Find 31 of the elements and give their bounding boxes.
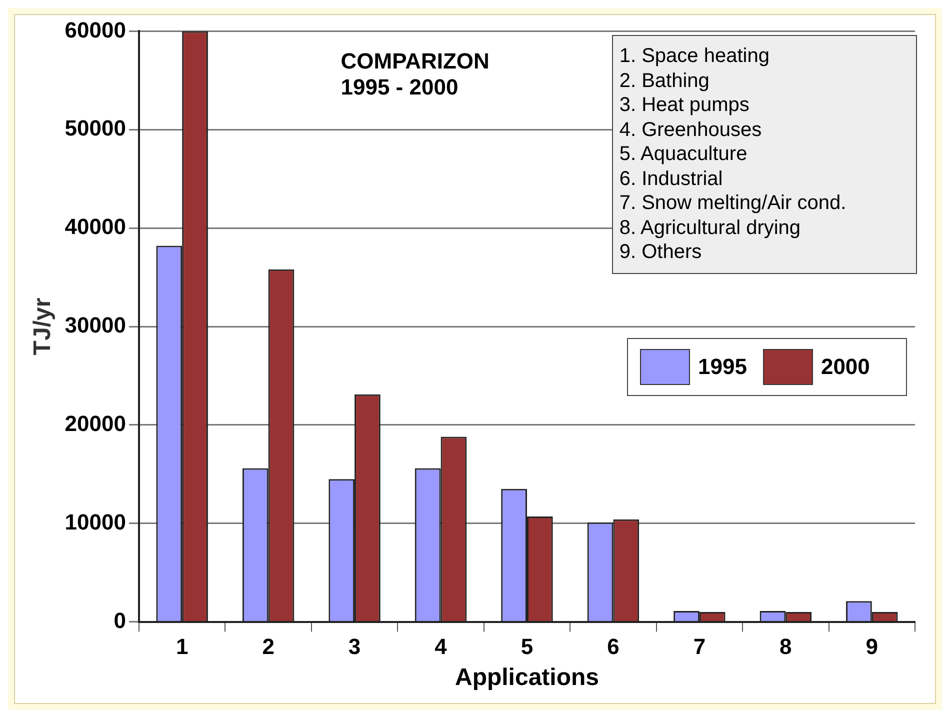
y-tick-label: 20000 [64, 410, 126, 436]
y-tick-label: 50000 [64, 116, 126, 141]
x-axis-title: Applications [454, 664, 599, 692]
x-tick-label: 4 [434, 634, 448, 660]
y-tick-label: 60000 [64, 17, 126, 42]
annotation: 8. Agricultural drying [619, 216, 802, 240]
y-tick-label: 40000 [64, 214, 126, 240]
annotation: 2. Bathing [619, 68, 710, 94]
x-tick-label: 1 [176, 634, 188, 660]
legend-label: 1995 [698, 354, 747, 380]
annotation: 1. Space heating [619, 44, 770, 69]
x-tick-label: 8 [780, 634, 792, 660]
legend-label: 2000 [820, 354, 870, 380]
annotation: 3. Heat pumps [619, 93, 750, 118]
x-tick-label: 2 [262, 634, 274, 660]
y-tick-label: 0 [114, 608, 126, 633]
y-tick-label: 10000 [64, 509, 126, 534]
annotation: 9. Others [619, 240, 703, 265]
x-tick-label: 9 [866, 634, 878, 660]
annotation: 6. Industrial [619, 166, 724, 192]
x-tick-label: 5 [520, 634, 534, 660]
x-tick-label: 3 [348, 634, 361, 660]
x-tick-label: 6 [607, 634, 620, 660]
annotation: 7. Snow melting/Air cond. [619, 191, 848, 216]
annotation: 4. Greenhouses [619, 118, 763, 142]
text: COMPARIZON [340, 48, 490, 74]
y-tick-label: 30000 [64, 312, 126, 338]
text: 1995 - 2000 [340, 74, 458, 100]
annotation: 5. Aquaculture [619, 142, 748, 167]
y-axis-title: TJ/yr [29, 298, 56, 356]
x-tick-label: 7 [693, 634, 706, 660]
